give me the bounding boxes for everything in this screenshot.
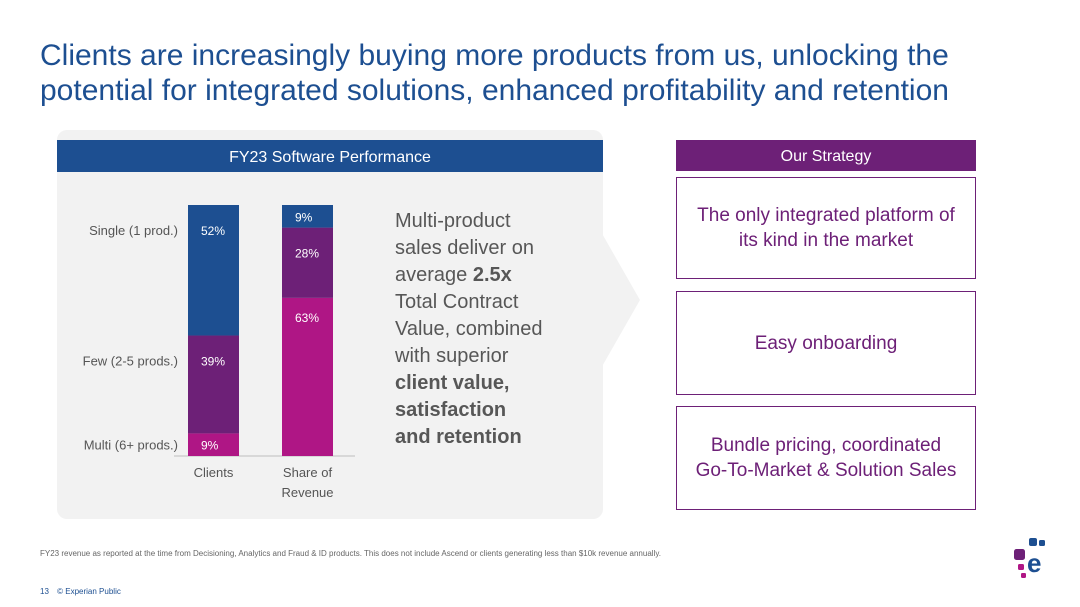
bar-segment xyxy=(188,433,239,456)
callout-bold-text: satisfaction xyxy=(395,399,507,421)
callout-line: average 2.5x xyxy=(395,262,600,289)
data-label: 39% xyxy=(201,355,225,369)
strategy-item-text: Bundle pricing, coordinated Go-To-Market… xyxy=(688,433,965,483)
data-label: 63% xyxy=(295,311,319,325)
slide-title-line-1: Clients are increasingly buying more pro… xyxy=(40,39,949,72)
row-label: Multi (6+ prods.) xyxy=(84,438,178,453)
category-label: Clients xyxy=(194,465,234,480)
strategy-item-line: its kind in the market xyxy=(738,230,914,251)
bar-segment xyxy=(282,227,333,298)
callout-bold-line: client value, xyxy=(395,370,600,397)
strategy-item: The only integrated platform of its kind… xyxy=(676,177,976,279)
callout-line: sales deliver on xyxy=(395,237,534,259)
strategy-item-line: Bundle pricing, coordinated xyxy=(710,435,942,456)
strategy-item: Easy onboarding xyxy=(676,291,976,395)
strategy-item-text: The only integrated platform of its kind… xyxy=(689,203,963,253)
category-label: Revenue xyxy=(281,485,333,500)
strategy-item-line: Easy onboarding xyxy=(754,332,898,354)
svg-text:e: e xyxy=(1027,548,1041,578)
bar-segment xyxy=(282,205,333,228)
callout-line: Value, combined xyxy=(395,318,543,340)
strategy-item-text: Easy onboarding xyxy=(747,331,906,356)
callout-line: with superior xyxy=(395,345,509,367)
category-label: Share of xyxy=(283,465,333,480)
strategy-item: Bundle pricing, coordinated Go-To-Market… xyxy=(676,406,976,510)
strategy-header: Our Strategy xyxy=(676,140,976,171)
callout-bold-line: satisfaction xyxy=(395,397,600,424)
row-label: Few (2-5 prods.) xyxy=(83,354,178,369)
callout-line-prefix: average xyxy=(395,264,473,286)
bar-segment xyxy=(188,205,239,336)
data-label: 28% xyxy=(295,247,319,261)
slide-title-line-2: potential for integrated solutions, enha… xyxy=(40,74,949,107)
data-label: 9% xyxy=(295,210,313,224)
bar-segment xyxy=(282,297,333,456)
bar-segment xyxy=(188,335,239,434)
performance-panel-header: FY23 Software Performance xyxy=(57,140,603,172)
callout-text: Multi-product sales deliver on average 2… xyxy=(395,208,600,451)
callout-line: Multi-product xyxy=(395,210,511,232)
data-label: 9% xyxy=(201,439,219,453)
strategy-item-line: The only integrated platform of xyxy=(697,205,955,226)
page-number: 13 xyxy=(40,587,49,596)
experian-logo-icon: e xyxy=(1014,538,1045,578)
data-label: 52% xyxy=(201,224,225,238)
footer: 13 © Experian Public xyxy=(40,587,127,596)
strategy-item-line: Go-To-Market & Solution Sales xyxy=(695,460,957,481)
footnote: FY23 revenue as reported at the time fro… xyxy=(40,549,661,558)
chevron-arrow-icon xyxy=(600,230,640,370)
callout-highlight-multiplier: 2.5x xyxy=(472,264,512,286)
callout-bold-text: client value, xyxy=(395,372,510,394)
classification-label: © Experian Public xyxy=(57,587,121,596)
callout-bold-text: and retention xyxy=(395,426,522,448)
stacked-bar-chart: 9% 39% 52% Clients 63% 28% 9% Share of Revenue Si… xyxy=(83,205,355,500)
row-label: Single (1 prod.) xyxy=(89,223,178,238)
callout-bold-line: and retention xyxy=(395,424,600,451)
callout-line: Total Contract xyxy=(395,291,519,313)
slide-title: Clients are increasingly buying more pro… xyxy=(40,38,1040,108)
